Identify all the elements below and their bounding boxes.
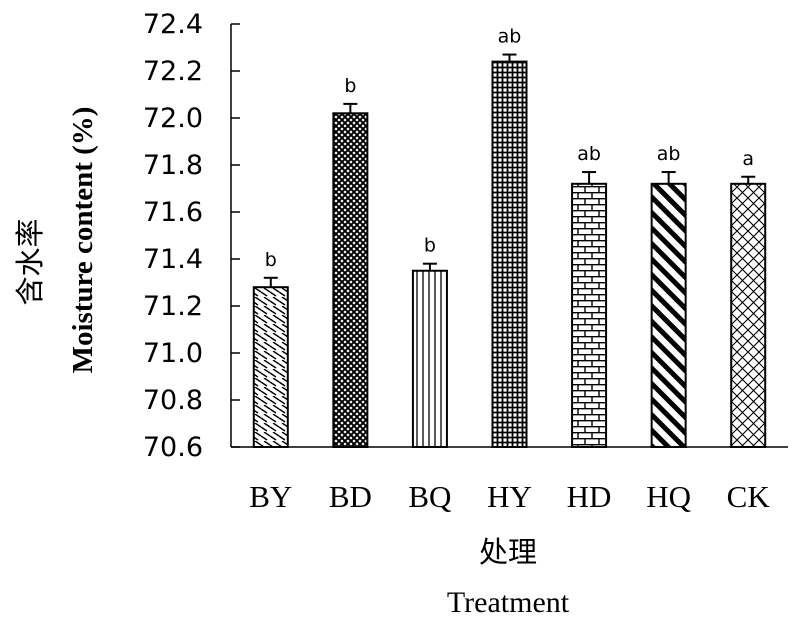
bar [491, 60, 528, 448]
x-axis-title-cn: 处理 [479, 535, 537, 569]
y-tick-label: 71.2 [143, 291, 203, 322]
y-ticks: 70.6 70.8 71.0 71.2 71.4 71.6 71.8 72.0 72.2 72.4 [143, 9, 240, 463]
y-tick-label: 70.8 [143, 385, 203, 416]
y-tick-label: 72.0 [143, 103, 203, 134]
bar-group-bd: b [332, 75, 369, 449]
y-tick-label: 71.0 [143, 338, 203, 369]
x-tick-label: CK [727, 479, 771, 514]
y-axis-title-cn: 含水率 [13, 218, 47, 305]
y-tick-label: 71.6 [143, 197, 203, 228]
significance-label: b [344, 75, 356, 97]
x-tick-label: HD [567, 479, 612, 514]
bar-group-by: b [252, 249, 289, 449]
plot-area: 70.6 70.8 71.0 71.2 71.4 71.6 71.8 72.0 72.2 72.4… [143, 9, 788, 514]
bar [252, 286, 289, 449]
y-tick-label: 72.4 [143, 9, 203, 40]
bar [332, 112, 369, 449]
bar-group-hy: ab [491, 26, 528, 448]
bar [411, 269, 448, 448]
x-tick-label: BD [329, 479, 372, 514]
significance-label: b [265, 249, 277, 271]
bar-group-hd: ab [571, 143, 608, 449]
significance-label: b [424, 235, 436, 257]
bar-group-hq: ab [650, 143, 687, 449]
y-tick-label: 72.2 [143, 56, 203, 87]
bar [650, 182, 687, 449]
bar [571, 182, 608, 449]
x-category-labels: BY BD BQ HY HD HQ CK [249, 479, 770, 514]
axis-titles: 含水率 Moisture content (%) 处理 Treatment [13, 107, 570, 619]
bar-group-bq: b [411, 235, 448, 448]
y-tick-label: 71.8 [143, 150, 203, 181]
bars: b b b ab ab ab a [252, 26, 767, 449]
bar-group-ck: a [730, 148, 767, 449]
x-tick-label: HY [487, 479, 532, 514]
significance-label: ab [498, 26, 522, 48]
y-tick-label: 70.6 [143, 432, 203, 463]
x-tick-label: BY [249, 479, 292, 514]
significance-label: ab [577, 143, 601, 165]
significance-label: ab [657, 143, 681, 165]
x-tick-label: HQ [646, 479, 691, 514]
y-axis-title: Moisture content (%) [67, 107, 99, 374]
x-axis-title: Treatment [447, 586, 570, 619]
y-tick-label: 71.4 [143, 244, 203, 275]
significance-label: a [742, 148, 754, 170]
bar [730, 182, 767, 449]
x-tick-label: BQ [408, 479, 451, 514]
